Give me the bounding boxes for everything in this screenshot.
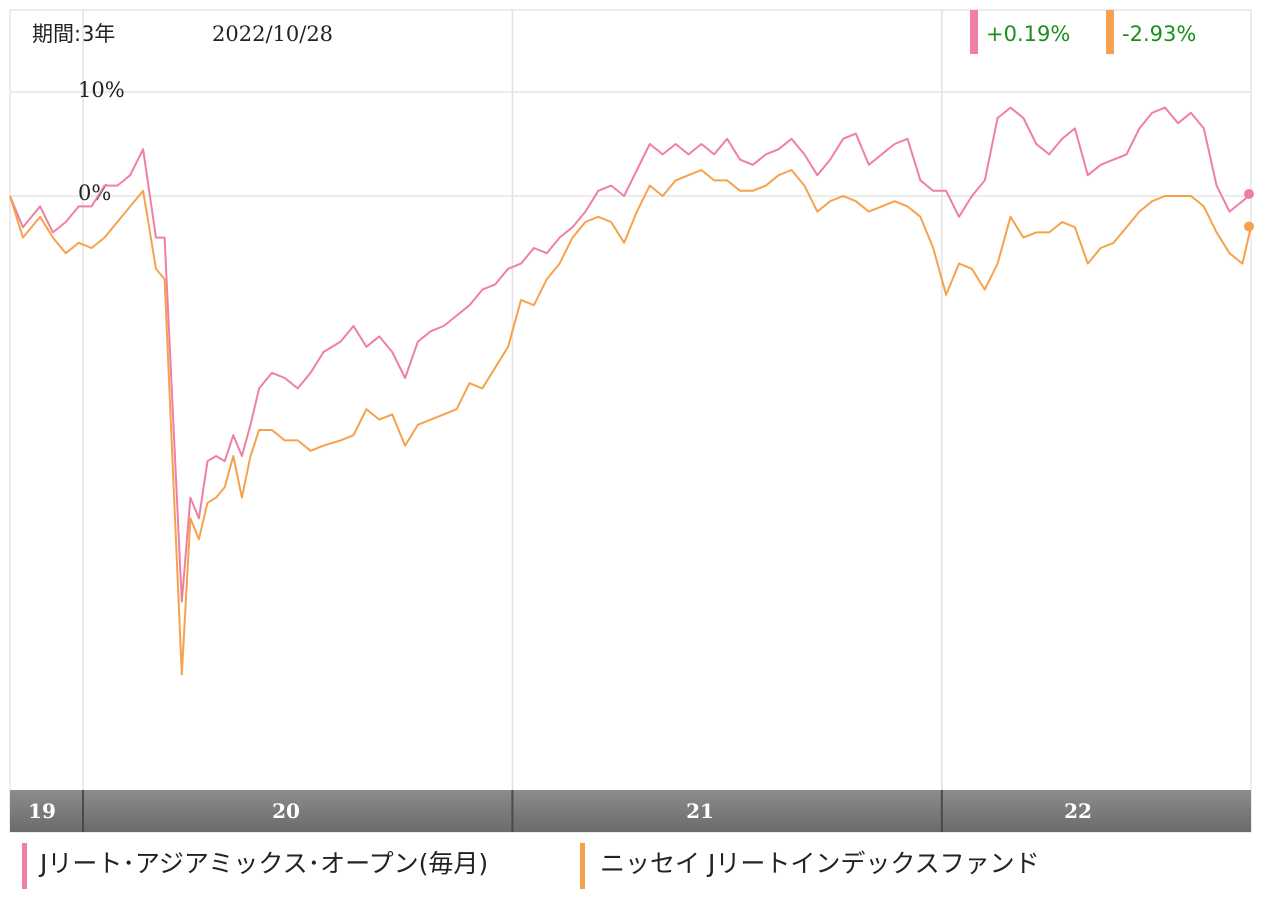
y-tick-label-10: 10% [78,78,125,102]
grid-layer [10,10,1251,832]
legend-swatch-pink [22,843,27,889]
x-tick-label-21: 21 [686,799,714,823]
chart-date: 2022/10/28 [212,22,333,46]
legend-label-pink: Jリート･アジアミックス･オープン(毎月) [38,849,488,878]
period-label: 期間:3年 [32,22,115,46]
x-tick-label-22: 22 [1064,799,1092,823]
summary-color-bar-orange [1106,10,1114,54]
legend-label-orange: ニッセイ Jリートインデックスファンド [600,849,1040,878]
x-axis-band-bg [10,790,1251,832]
plot-frame [9,9,1252,833]
series-end-point-0 [1244,189,1254,200]
series-layer [9,106,1254,676]
summary-value-orange: -2.93% [1122,22,1196,46]
summary-color-bar-pink [970,10,978,54]
legend-swatch-orange [580,843,585,889]
series-line-1 [9,169,1252,676]
series-end-point-1 [1244,221,1254,232]
x-axis-band: 19 20 21 22 [10,790,1251,832]
x-tick-label-19: 19 [28,799,56,823]
series-line-0 [9,106,1252,603]
x-tick-label-20: 20 [272,799,300,823]
summary-value-pink: +0.19% [986,22,1070,46]
